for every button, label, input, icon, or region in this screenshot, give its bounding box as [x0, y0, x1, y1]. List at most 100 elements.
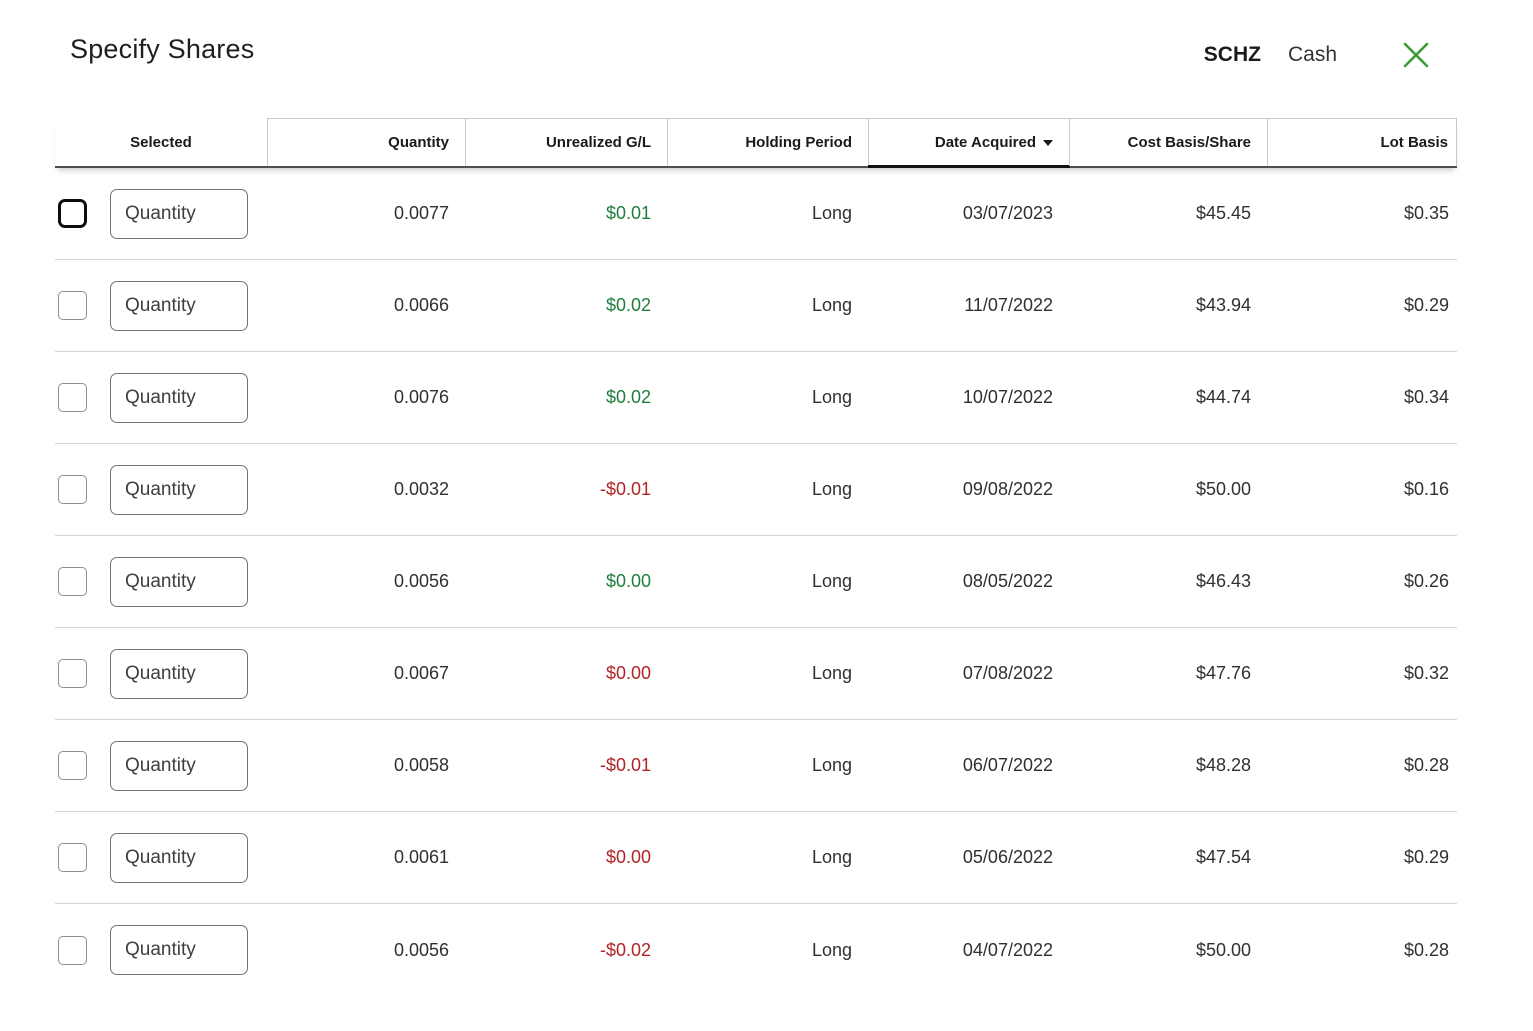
- lot-basis: $0.28: [1403, 755, 1449, 775]
- quantity-input[interactable]: [110, 648, 248, 699]
- close-icon: [1401, 40, 1431, 70]
- column-header-quantity: Quantity: [267, 118, 465, 166]
- lot-cost-basis-share: $48.28: [1195, 755, 1251, 775]
- lot-cost-basis-share: $47.76: [1195, 663, 1251, 683]
- lot-holding-period: Long: [811, 571, 852, 591]
- table-body: 0.0077 $0.01 Long 03/07/2023 $45.45 $0.3…: [55, 168, 1457, 996]
- lot-quantity: 0.0058: [393, 755, 449, 775]
- lot-unrealized-gl: $0.02: [605, 387, 651, 407]
- lot-row: 0.0061 $0.00 Long 05/06/2022 $47.54 $0.2…: [55, 812, 1457, 904]
- date-acquired-label: Date Acquired: [934, 134, 1036, 151]
- lot-checkbox[interactable]: [58, 843, 87, 872]
- lot-row: 0.0058 -$0.01 Long 06/07/2022 $48.28 $0.…: [55, 720, 1457, 812]
- quantity-input[interactable]: [110, 188, 248, 239]
- lot-row: 0.0056 -$0.02 Long 04/07/2022 $50.00 $0.…: [55, 904, 1457, 996]
- lot-quantity: 0.0056: [393, 571, 449, 591]
- lot-basis: $0.29: [1403, 847, 1449, 867]
- lot-select-cell: [55, 648, 267, 699]
- lot-unrealized-gl: -$0.02: [599, 939, 651, 960]
- account-type-label: Cash: [1287, 43, 1337, 66]
- sort-caret-down-icon: [1043, 139, 1053, 146]
- lot-holding-period: Long: [811, 847, 852, 867]
- page-title: Specify Shares: [70, 34, 255, 64]
- quantity-input[interactable]: [110, 832, 248, 883]
- column-header-date-acquired[interactable]: Date Acquired: [868, 118, 1070, 168]
- lot-row: 0.0067 $0.00 Long 07/08/2022 $47.76 $0.3…: [55, 628, 1457, 720]
- quantity-input[interactable]: [110, 464, 248, 515]
- lot-date-acquired: 11/07/2022: [964, 295, 1053, 315]
- quantity-input[interactable]: [110, 556, 248, 607]
- lot-quantity: 0.0067: [393, 663, 449, 683]
- lot-unrealized-gl: -$0.01: [599, 479, 651, 499]
- lot-select-cell: [55, 280, 267, 331]
- quantity-input[interactable]: [110, 740, 248, 791]
- lot-cost-basis-share: $43.94: [1195, 295, 1251, 315]
- lot-quantity: 0.0076: [393, 387, 449, 407]
- table-header-row: Selected Quantity Unrealized G/L Holding…: [55, 118, 1457, 168]
- lot-holding-period: Long: [811, 939, 852, 960]
- lot-row: 0.0056 $0.00 Long 08/05/2022 $46.43 $0.2…: [55, 536, 1457, 628]
- column-header-selected: Selected: [55, 118, 267, 166]
- quantity-input[interactable]: [110, 280, 248, 331]
- lot-holding-period: Long: [811, 387, 852, 407]
- lot-basis: $0.35: [1403, 203, 1449, 223]
- lot-date-acquired: 06/07/2022: [962, 755, 1053, 775]
- lot-date-acquired: 07/08/2022: [962, 663, 1053, 683]
- lot-checkbox[interactable]: [58, 659, 87, 688]
- column-header-lot-basis: Lot Basis: [1267, 118, 1457, 166]
- header-right-group: SCHZ Cash: [1204, 38, 1433, 72]
- lot-cost-basis-share: $50.00: [1195, 939, 1251, 960]
- lot-unrealized-gl: $0.00: [605, 571, 651, 591]
- lot-checkbox[interactable]: [58, 291, 87, 320]
- lot-cost-basis-share: $47.54: [1195, 847, 1251, 867]
- column-header-unrealized-gl: Unrealized G/L: [465, 118, 667, 166]
- lot-row: 0.0076 $0.02 Long 10/07/2022 $44.74 $0.3…: [55, 352, 1457, 444]
- lot-checkbox[interactable]: [58, 751, 87, 780]
- lot-date-acquired: 10/07/2022: [962, 387, 1053, 407]
- lot-quantity: 0.0066: [393, 295, 449, 315]
- lot-checkbox[interactable]: [58, 935, 87, 965]
- lot-quantity: 0.0061: [393, 847, 449, 867]
- lot-holding-period: Long: [811, 295, 852, 315]
- lot-checkbox[interactable]: [58, 383, 87, 412]
- lot-date-acquired: 05/06/2022: [962, 847, 1053, 867]
- lot-basis: $0.34: [1403, 387, 1449, 407]
- lot-select-cell: [55, 188, 267, 239]
- lot-cost-basis-share: $45.45: [1195, 203, 1251, 223]
- lot-unrealized-gl: $0.01: [605, 203, 651, 223]
- lot-unrealized-gl: $0.02: [605, 295, 651, 315]
- lot-basis: $0.26: [1403, 571, 1449, 591]
- lot-checkbox[interactable]: [58, 199, 87, 228]
- lot-select-cell: [55, 740, 267, 791]
- close-button[interactable]: [1399, 38, 1433, 72]
- lot-unrealized-gl: -$0.01: [599, 755, 651, 775]
- lot-cost-basis-share: $46.43: [1195, 571, 1251, 591]
- lots-table: Selected Quantity Unrealized G/L Holding…: [55, 118, 1457, 996]
- lot-holding-period: Long: [811, 755, 852, 775]
- lot-row: 0.0066 $0.02 Long 11/07/2022 $43.94 $0.2…: [55, 260, 1457, 352]
- lot-date-acquired: 04/07/2022: [962, 939, 1053, 960]
- lot-basis: $0.29: [1403, 295, 1449, 315]
- lot-unrealized-gl: $0.00: [605, 847, 651, 867]
- lot-quantity: 0.0077: [393, 203, 449, 223]
- lot-date-acquired: 09/08/2022: [962, 479, 1053, 499]
- lot-holding-period: Long: [811, 479, 852, 499]
- lot-select-cell: [55, 556, 267, 607]
- modal-header: Specify Shares SCHZ Cash: [0, 0, 1533, 72]
- lot-basis: $0.28: [1403, 939, 1449, 960]
- lot-checkbox[interactable]: [58, 567, 87, 596]
- lot-holding-period: Long: [811, 663, 852, 683]
- lot-basis: $0.32: [1403, 663, 1449, 683]
- lot-date-acquired: 03/07/2023: [962, 203, 1053, 223]
- quantity-input[interactable]: [110, 925, 248, 975]
- lot-basis: $0.16: [1403, 479, 1449, 499]
- lot-cost-basis-share: $44.74: [1195, 387, 1251, 407]
- lot-row: 0.0077 $0.01 Long 03/07/2023 $45.45 $0.3…: [55, 168, 1457, 260]
- lot-holding-period: Long: [811, 203, 852, 223]
- lot-checkbox[interactable]: [58, 475, 87, 504]
- lot-row: 0.0032 -$0.01 Long 09/08/2022 $50.00 $0.…: [55, 444, 1457, 536]
- lot-select-cell: [55, 464, 267, 515]
- quantity-input[interactable]: [110, 372, 248, 423]
- lot-select-cell: [55, 832, 267, 883]
- lot-select-cell: [55, 925, 267, 975]
